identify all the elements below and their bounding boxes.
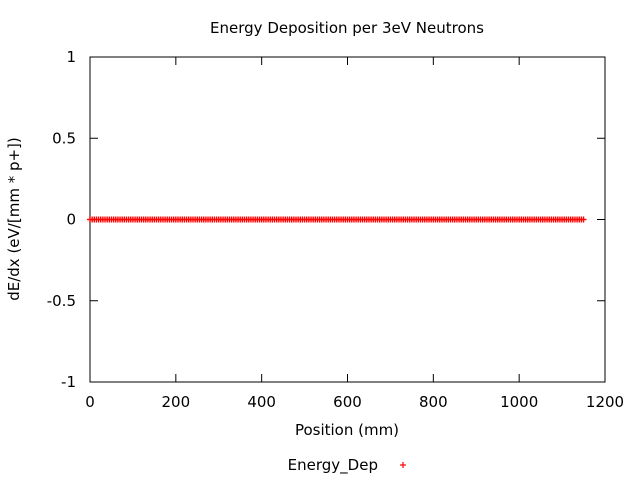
x-axis: 0 200 400 600 800 1000 1200 (85, 57, 624, 411)
y-axis: -1 -0.5 0 0.5 1 (47, 48, 605, 391)
y-tick-label: 0 (66, 211, 76, 229)
x-tick-label: 0 (85, 393, 95, 411)
y-tick-label: 0.5 (52, 129, 76, 147)
x-tick-label: 600 (333, 393, 362, 411)
series-energy-dep (87, 216, 587, 223)
legend-marker-energy-dep (400, 462, 406, 468)
legend-label-energy-dep: Energy_Dep (288, 456, 378, 475)
x-tick-label: 400 (247, 393, 276, 411)
y-tick-label: 1 (66, 48, 76, 66)
y-axis-label: dE/dx (eV/[mm * p+]) (5, 137, 23, 301)
x-axis-label: Position (mm) (295, 421, 399, 439)
x-tick-label: 200 (162, 393, 191, 411)
y-tick-label: -0.5 (47, 292, 76, 310)
x-tick-label: 1000 (500, 393, 538, 411)
y-tick-label: -1 (61, 373, 76, 391)
x-tick-label: 800 (419, 393, 448, 411)
chart-title: Energy Deposition per 3eV Neutrons (210, 19, 484, 37)
legend: Energy_Dep (288, 456, 406, 475)
x-tick-label: 1200 (586, 393, 624, 411)
data-point (580, 216, 587, 223)
